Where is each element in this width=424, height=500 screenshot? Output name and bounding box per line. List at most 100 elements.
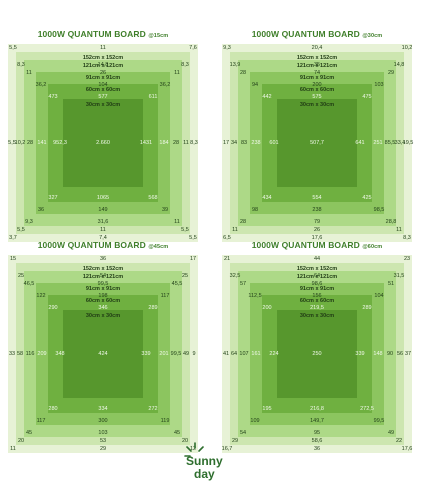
light-value: 11 (183, 140, 189, 146)
light-value: 33,4 (394, 140, 406, 146)
panel-title: 1000W QUANTUM BOARD @30cm (222, 26, 412, 42)
light-value: 79 (313, 219, 321, 225)
light-value: 45 (173, 430, 181, 436)
light-value: 238 (312, 207, 322, 213)
ring-size-label: 152cm x 152cm (296, 55, 338, 61)
coverage-map: 152cm x 152cm 121cm x 121cm 91cm x 91cm 60c… (222, 255, 412, 453)
light-value: 346 (98, 305, 108, 311)
panel-title-text: 1000W QUANTUM BOARD (251, 29, 360, 39)
light-value: 103 (374, 82, 384, 88)
light-value: 339 (141, 351, 151, 357)
light-map-panel: 1000W QUANTUM BOARD @60cm 152cm x 152cm 12… (222, 237, 412, 453)
light-value: 58 (16, 351, 24, 357)
light-value: 99,5 (97, 281, 109, 287)
light-value: 161 (251, 351, 261, 357)
ring-size-label: 121cm x 121cm (296, 63, 338, 69)
ring-size-label: 91cm x 91cm (85, 286, 121, 292)
center-light-value: 250 (312, 351, 322, 357)
light-value: 112,5 (248, 293, 262, 299)
light-value: 21 (223, 256, 231, 262)
brand-logo: Sunny day (182, 440, 242, 495)
light-value: 14,8 (393, 62, 405, 68)
light-map-panel: 1000W QUANTUM BOARD @30cm 152cm x 152cm 12… (222, 26, 413, 242)
light-value: 11 (100, 227, 106, 233)
light-value: 122 (36, 293, 46, 299)
light-value: 95 (313, 430, 321, 436)
light-value: 31,5 (393, 273, 405, 279)
center-light-value: 424 (98, 351, 108, 357)
ring-size-label: 60cm x 60cm (299, 87, 335, 93)
light-value: 8,3 (17, 62, 25, 68)
light-map-panel: 1000W QUANTUM BOARD @15cm 152cm x 152cm 12… (8, 26, 198, 242)
light-value: 17,6 (311, 235, 323, 241)
coverage-ring-5 (63, 310, 143, 398)
light-value: 434 (262, 195, 272, 201)
light-value: 568 (148, 195, 158, 201)
light-value: 98 (251, 207, 259, 213)
light-value: 31,6 (97, 219, 109, 225)
light-value: 575 (312, 94, 322, 100)
light-value: 11 (10, 446, 16, 452)
ring-size-label: 30cm x 30cm (85, 313, 121, 319)
light-value: 54 (99, 273, 107, 279)
light-value: 29 (231, 438, 239, 444)
light-value: 20 (17, 438, 25, 444)
coverage-ring-5 (277, 310, 357, 398)
light-value: 107 (239, 351, 249, 357)
light-value: 8,3 (403, 235, 411, 241)
light-value: 1431 (139, 140, 153, 146)
light-value: 8,3 (190, 140, 198, 146)
light-value: 327 (48, 195, 58, 201)
light-value: 117 (160, 293, 170, 299)
light-value: 28 (239, 70, 247, 76)
light-value: 99,5 (170, 351, 182, 357)
light-value: 12 (189, 446, 197, 452)
ring-size-label: 121cm x 121cm (82, 63, 124, 69)
light-value: 289 (148, 305, 158, 311)
ring-size-label: 121cm x 121cm (82, 274, 124, 280)
light-value: 36 (313, 446, 321, 452)
light-value: 36,2 (159, 82, 171, 88)
light-map-panel: 1000W QUANTUM BOARD @45cm 152cm x 152cm 12… (8, 237, 198, 453)
light-value: 36 (37, 207, 45, 213)
light-value: 5,5 (189, 235, 197, 241)
light-value: 272,5 (360, 406, 374, 412)
light-value: 15 (9, 256, 17, 262)
panel-distance: @60cm (362, 244, 383, 250)
light-value: 99,5 (373, 418, 385, 424)
light-value: 41 (222, 351, 230, 357)
light-value: 58,6 (311, 438, 323, 444)
light-value: 200 (312, 82, 322, 88)
light-value: 290 (48, 305, 58, 311)
light-value: 339 (355, 351, 365, 357)
light-value: 184 (159, 140, 169, 146)
light-value: 149,7 (310, 418, 324, 424)
light-value: 141 (37, 140, 47, 146)
light-value: 13,9 (229, 62, 241, 68)
light-value: 29 (99, 446, 107, 452)
light-value: 26 (99, 70, 107, 76)
light-value: 611 (148, 94, 158, 100)
light-value: 200 (262, 305, 272, 311)
light-value: 425 (362, 195, 372, 201)
light-value: 109 (250, 418, 260, 424)
light-value: 198 (98, 293, 108, 299)
ring-size-label: 91cm x 91cm (85, 75, 121, 81)
coverage-map: 152cm x 152cm 121cm x 121cm 91cm x 91cm 60c… (8, 44, 198, 242)
light-value: 216,8 (310, 406, 324, 412)
light-value: 148 (373, 351, 383, 357)
ring-size-label: 91cm x 91cm (299, 75, 335, 81)
light-value: 33 (8, 351, 16, 357)
light-value: 475 (362, 94, 372, 100)
light-value: 5,5 (8, 140, 16, 146)
light-value: 20,4 (311, 45, 323, 51)
light-value: 473 (48, 94, 58, 100)
ring-size-label: 152cm x 152cm (82, 55, 124, 61)
light-value: 35 (313, 62, 321, 68)
light-value: 17 (222, 140, 230, 146)
light-value: 64 (230, 351, 238, 357)
light-value: 209 (37, 351, 47, 357)
light-value: 272 (148, 406, 158, 412)
coverage-ring-5 (277, 99, 357, 187)
light-value: 5,5 (17, 227, 25, 233)
